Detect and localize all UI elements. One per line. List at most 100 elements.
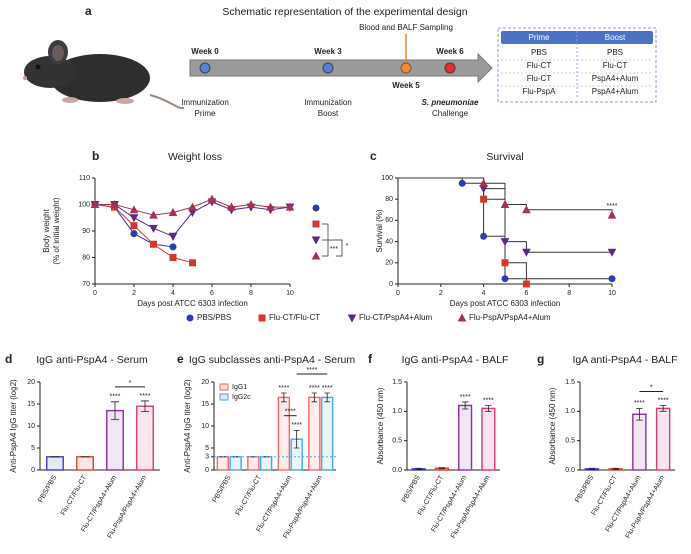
legend-label: Flu-PspA/PspA4+Alum bbox=[469, 313, 551, 322]
marker bbox=[246, 199, 256, 208]
marker bbox=[129, 214, 139, 223]
panel-letter: a bbox=[85, 4, 92, 18]
x-tick-label: 6 bbox=[524, 290, 528, 297]
significance: **** bbox=[460, 394, 471, 401]
marker bbox=[500, 199, 510, 208]
error-bar bbox=[324, 392, 330, 403]
y-axis-label: (% of initial weight) bbox=[52, 197, 61, 264]
error-bar bbox=[293, 430, 300, 449]
error-bar bbox=[485, 405, 492, 412]
bar bbox=[655, 407, 671, 471]
y-axis-label: Absorbance (450 nm) bbox=[376, 387, 385, 464]
marker bbox=[480, 195, 488, 203]
event-label: Immunization bbox=[181, 98, 229, 107]
y-tick-label: 0.0 bbox=[392, 467, 402, 474]
x-axis-label: Days post ATCC 6303 infection bbox=[137, 299, 248, 308]
chart-title: IgG anti-PspA4 - Serum bbox=[36, 354, 148, 366]
bar bbox=[458, 404, 473, 471]
week-label: Week 0 bbox=[191, 47, 219, 56]
significance: **** bbox=[278, 385, 289, 392]
x-tick-label: 8 bbox=[249, 290, 253, 297]
bar bbox=[247, 456, 260, 471]
x-axis-label: Days post ATCC 6303 infection bbox=[450, 299, 561, 308]
bar bbox=[632, 413, 647, 471]
marker bbox=[189, 259, 196, 267]
y-tick-label: 0 bbox=[389, 281, 393, 288]
mouse bbox=[23, 40, 185, 110]
bar bbox=[229, 456, 242, 471]
x-tick-label: 0 bbox=[93, 290, 97, 297]
annotation: **** bbox=[607, 203, 618, 210]
y-tick-label: 15 bbox=[201, 401, 209, 408]
x-tick-label: 2 bbox=[439, 290, 443, 297]
legend-label: Flu-CT/Flu-CT bbox=[269, 313, 320, 322]
event-label: Prime bbox=[195, 109, 216, 118]
y-tick-label: 60 bbox=[385, 217, 393, 224]
error-bar bbox=[311, 392, 318, 403]
event-label: Immunization bbox=[304, 98, 352, 107]
chart-title: Weight loss bbox=[168, 151, 222, 163]
x-tick-label: 10 bbox=[608, 290, 616, 297]
significance: **** bbox=[309, 385, 320, 392]
x-tick-label: PBS/PBS bbox=[37, 474, 58, 504]
marker bbox=[522, 248, 531, 257]
series-line bbox=[398, 177, 612, 280]
table-cell: Flu-CT bbox=[527, 74, 552, 83]
bracket bbox=[322, 223, 343, 257]
marker bbox=[501, 275, 509, 283]
y-tick-label: 0.5 bbox=[565, 438, 575, 445]
y-tick-label: 1.5 bbox=[565, 379, 575, 386]
marker bbox=[312, 220, 320, 228]
x-tick-label: 4 bbox=[482, 290, 486, 297]
comparison: * bbox=[129, 380, 132, 387]
y-axis-label: Survival (%) bbox=[375, 209, 384, 252]
group-table bbox=[497, 27, 657, 103]
marker bbox=[347, 314, 357, 323]
error-bar bbox=[140, 400, 150, 412]
y-tick-label: 15 bbox=[27, 401, 35, 408]
chart-title: Survival bbox=[486, 151, 523, 163]
table-cell: Flu-CT bbox=[603, 61, 628, 70]
marker bbox=[311, 251, 321, 260]
error-bar bbox=[612, 467, 619, 470]
table-cell: Flu-PspA bbox=[523, 87, 557, 96]
panel-letter: d bbox=[5, 352, 12, 366]
marker bbox=[458, 179, 466, 187]
bar bbox=[259, 456, 273, 471]
marker bbox=[479, 178, 488, 187]
table-cell: PspA4+Alum bbox=[592, 87, 639, 96]
table-cell: PspA4+Alum bbox=[592, 74, 639, 83]
marker bbox=[168, 232, 178, 241]
schematic-title: Schematic representation of the experime… bbox=[222, 6, 467, 18]
marker bbox=[130, 230, 138, 238]
chart-title: IgA anti-PspA4 - BALF bbox=[572, 354, 677, 366]
y-tick-label: 20 bbox=[27, 379, 35, 386]
bar bbox=[308, 396, 321, 471]
y-tick-label: 10 bbox=[201, 423, 209, 430]
y-tick-label: 0 bbox=[205, 467, 209, 474]
y-axis-label: Anti-PspA4 IgG titer (log2) bbox=[183, 379, 192, 473]
bar bbox=[320, 396, 334, 471]
event-label: S. pneumoniae bbox=[422, 98, 479, 107]
significance: **** bbox=[634, 400, 645, 407]
marker bbox=[285, 202, 295, 211]
marker bbox=[266, 202, 275, 211]
marker bbox=[110, 199, 119, 208]
marker bbox=[149, 224, 158, 233]
marker bbox=[522, 205, 531, 214]
bar bbox=[481, 407, 496, 471]
event-label: Blood and BALF Sampling bbox=[359, 23, 453, 32]
y-tick-label: 3 bbox=[205, 454, 209, 461]
marker bbox=[227, 202, 236, 211]
table-header: Prime bbox=[529, 33, 550, 42]
x-tick-label: Flu-CT/PspA4+Alum bbox=[256, 474, 294, 533]
error-bar bbox=[281, 392, 287, 403]
comparison: **** bbox=[306, 367, 317, 374]
legend-label: PBS/PBS bbox=[197, 313, 231, 322]
marker bbox=[607, 210, 617, 219]
panel-letter: e bbox=[177, 352, 184, 366]
y-axis-label: Body weight bbox=[42, 208, 51, 252]
marker bbox=[169, 243, 177, 251]
y-tick-label: 90 bbox=[82, 228, 90, 235]
